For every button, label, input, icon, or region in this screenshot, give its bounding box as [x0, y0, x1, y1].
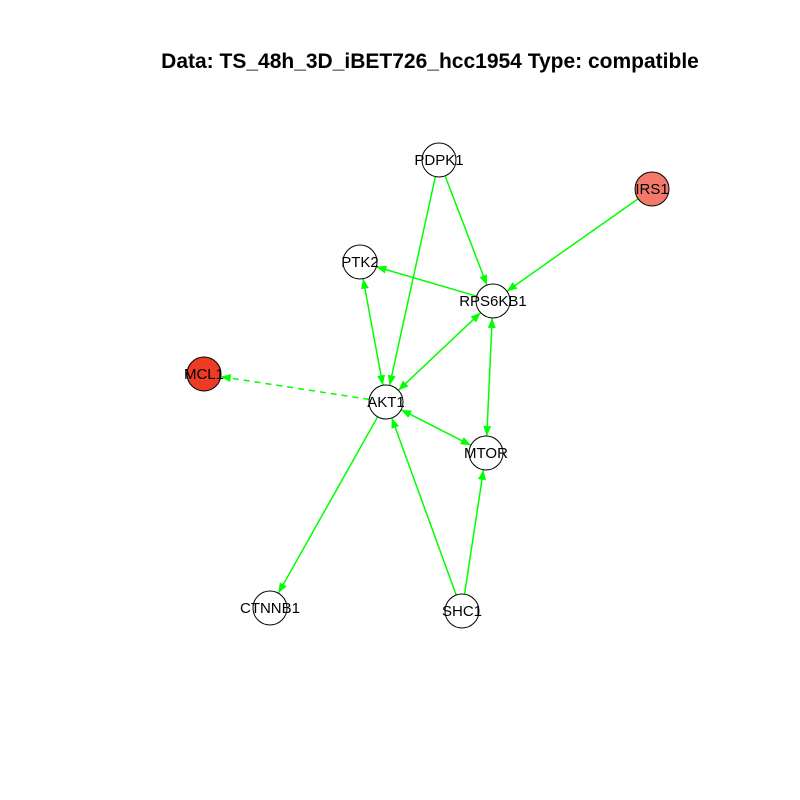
edge-ptk2-akt1 [360, 278, 386, 386]
edge-pdpk1-akt1 [387, 176, 437, 386]
edge-akt1-rps6kb1 [397, 312, 482, 391]
edge-shc1-mtor [463, 469, 486, 595]
node-circle-akt1 [368, 384, 404, 420]
node-label-ptk2: PTK2 [341, 254, 379, 271]
node-ptk2: PTK2 [341, 244, 379, 280]
node-circle-shc1 [444, 593, 480, 629]
node-rps6kb1: RPS6KB1 [459, 283, 527, 319]
node-circle-mcl1 [186, 356, 222, 392]
node-circle-mtor [468, 435, 504, 471]
node-layer: PDPK1 IRS1 PTK2 RPS6KB1 MCL1 AKT1 MTOR CTNNB1 SH… [184, 142, 670, 629]
node-label-rps6kb1: RPS6KB1 [459, 293, 527, 310]
node-shc1: SHC1 [442, 593, 482, 629]
node-label-mcl1: MCL1 [184, 366, 224, 383]
node-label-akt1: AKT1 [367, 394, 405, 411]
node-mtor: MTOR [464, 435, 508, 471]
edge-akt1-mtor [400, 409, 472, 446]
node-label-pdpk1: PDPK1 [414, 152, 463, 169]
node-pdpk1: PDPK1 [414, 142, 464, 178]
edge-rps6kb1-mtor [483, 317, 496, 437]
node-label-shc1: SHC1 [442, 603, 482, 620]
node-irs1: IRS1 [634, 171, 670, 207]
edge-layer [220, 175, 639, 596]
node-circle-ptk2 [342, 244, 378, 280]
node-label-irs1: IRS1 [635, 181, 668, 198]
node-circle-irs1 [634, 171, 670, 207]
edge-irs1-rps6kb1 [506, 198, 639, 292]
node-mcl1: MCL1 [184, 356, 224, 392]
node-circle-ctnnb1 [252, 590, 288, 626]
edge-akt1-ctnnb1 [277, 416, 379, 594]
node-ctnnb1: CTNNB1 [240, 590, 300, 626]
edge-rps6kb1-ptk2 [376, 265, 477, 297]
node-label-ctnnb1: CTNNB1 [240, 600, 300, 617]
edge-pdpk1-rps6kb1 [444, 175, 488, 286]
node-label-mtor: MTOR [464, 445, 508, 462]
node-circle-pdpk1 [421, 142, 457, 178]
chart-title: Data: TS_48h_3D_iBET726_hcc1954 Type: co… [161, 50, 699, 73]
node-akt1: AKT1 [367, 384, 405, 420]
edge-shc1-akt1 [391, 417, 457, 596]
node-circle-rps6kb1 [475, 283, 511, 319]
edge-akt1-mcl1 [220, 374, 370, 401]
